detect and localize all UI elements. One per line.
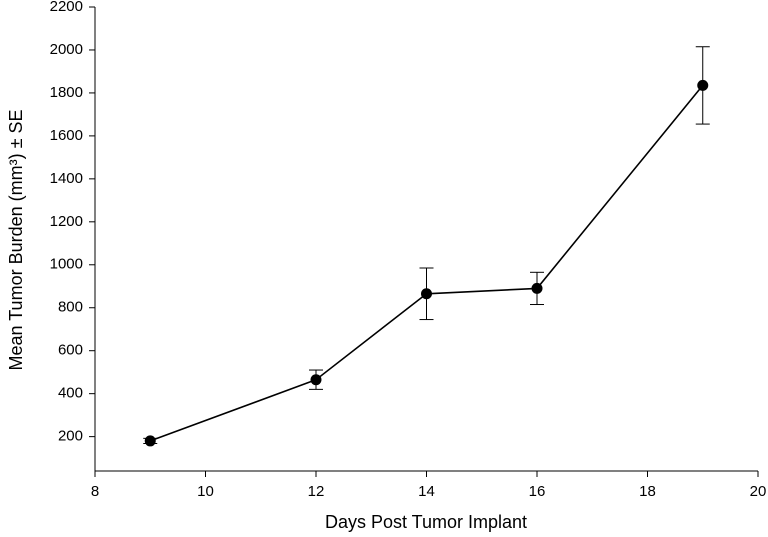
x-tick-label: 12 xyxy=(308,483,325,500)
x-tick-label: 14 xyxy=(418,483,435,500)
x-tick-label: 16 xyxy=(529,483,546,500)
data-point xyxy=(697,79,709,91)
y-tick-label: 1000 xyxy=(50,256,83,273)
data-point xyxy=(421,288,432,300)
x-tick-label: 8 xyxy=(91,483,99,500)
y-tick-label: 1800 xyxy=(50,84,83,101)
y-tick-label: 2200 xyxy=(50,0,83,15)
y-tick-label: 1600 xyxy=(50,127,83,144)
x-tick-label: 18 xyxy=(639,483,656,500)
y-tick-label: 600 xyxy=(58,342,83,359)
y-tick-label: 1400 xyxy=(50,170,83,187)
y-tick-label: 800 xyxy=(58,299,83,316)
data-point xyxy=(144,435,156,447)
y-tick-label: 200 xyxy=(58,428,83,445)
data-point xyxy=(531,282,543,294)
data-line xyxy=(149,84,704,442)
y-tick-label: 1200 xyxy=(50,213,83,230)
x-tick-label: 20 xyxy=(750,483,767,500)
x-axis-title: Days Post Tumor Implant xyxy=(325,512,527,532)
y-tick-label: 400 xyxy=(58,385,83,402)
y-tick-label: 2000 xyxy=(50,41,83,58)
x-tick-label: 10 xyxy=(197,483,214,500)
data-point xyxy=(310,374,322,386)
y-axis-title: Mean Tumor Burden (mm³) ± SE xyxy=(6,110,26,371)
